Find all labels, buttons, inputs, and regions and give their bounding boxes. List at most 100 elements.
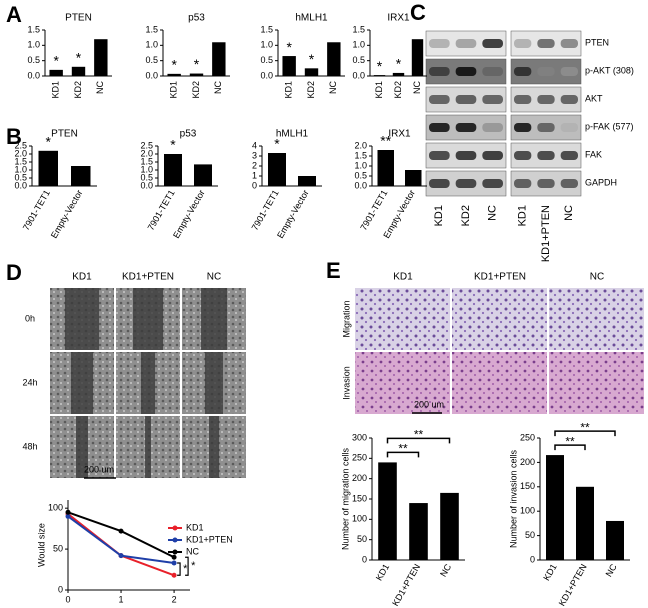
data-point xyxy=(171,560,177,566)
wound-gap xyxy=(76,416,88,478)
x-tick-label: KD1 xyxy=(284,81,294,99)
bar xyxy=(392,72,405,76)
x-tick-label: Empty-Vector xyxy=(171,188,207,240)
x-tick-label: KD2 xyxy=(306,81,316,99)
row-label: Migration xyxy=(341,300,351,337)
protein-label: GAPDH xyxy=(585,177,617,187)
y-tick-label: 0.0 xyxy=(27,70,40,80)
blot-band xyxy=(429,179,450,188)
transwell-image xyxy=(452,288,547,350)
x-tick-label: NC xyxy=(213,81,223,94)
wound-gap xyxy=(133,288,163,350)
blot-band xyxy=(455,67,477,76)
panel-label: E xyxy=(326,258,341,283)
y-tick-label: 1.0 xyxy=(140,164,153,174)
blot-band xyxy=(429,39,450,48)
blot-band xyxy=(429,67,450,76)
wound-gap xyxy=(209,416,219,478)
blot-band xyxy=(560,95,578,104)
row-label: 0h xyxy=(25,313,35,323)
bar xyxy=(212,42,226,76)
blot-band xyxy=(537,123,555,132)
y-tick-label: 200 xyxy=(352,473,367,483)
y-tick-label: 150 xyxy=(352,493,367,503)
blot-band xyxy=(455,39,477,48)
protein-label: p-FAK (577) xyxy=(585,121,634,131)
data-point xyxy=(65,509,71,515)
y-tick-label: 1.5 xyxy=(145,24,158,34)
y-tick-label: 100 xyxy=(352,514,367,524)
blot-band xyxy=(482,39,503,48)
data-point xyxy=(65,513,71,519)
data-line xyxy=(67,511,175,559)
y-tick-label: 1.5 xyxy=(27,24,40,34)
blot-band xyxy=(429,123,450,132)
y-tick-label: 2.5 xyxy=(14,140,27,150)
y-tick-label: 250 xyxy=(352,453,367,463)
significance-label: * xyxy=(194,56,200,72)
bar xyxy=(411,39,424,76)
blot-band xyxy=(482,95,503,104)
y-tick-label: 1.5 xyxy=(14,156,27,166)
x-tick-label: Empty-Vector xyxy=(275,188,311,240)
significance-label: * xyxy=(309,51,315,67)
significance-label: * xyxy=(76,50,82,66)
y-tick-label: 3 xyxy=(252,150,257,160)
wound-gap xyxy=(205,352,223,414)
blot-band xyxy=(560,123,578,132)
bar xyxy=(378,462,397,560)
y-tick-label: 50 xyxy=(357,534,367,544)
blot-band xyxy=(514,151,532,160)
bar xyxy=(268,153,286,186)
protein-label: FAK xyxy=(585,149,602,159)
y-tick-label: 0.5 xyxy=(140,172,153,182)
blot-band xyxy=(455,95,477,104)
significance-label: ** xyxy=(398,442,408,456)
x-tick-label: KD2 xyxy=(393,81,403,99)
bar xyxy=(546,455,564,560)
bar xyxy=(606,520,624,560)
panel-label: A xyxy=(6,2,22,27)
chart-title: IRX1 xyxy=(387,13,410,24)
protein-label: AKT xyxy=(585,93,603,103)
column-label: KD1+PTEN xyxy=(122,272,174,283)
blot-band xyxy=(537,151,555,160)
row-label: 24h xyxy=(22,377,37,387)
lane-label: NC xyxy=(487,205,499,221)
row-label: Invasion xyxy=(341,366,351,400)
y-tick-label: 100 xyxy=(48,503,63,513)
y-tick-label: 1.5 xyxy=(352,24,365,34)
y-tick-label: 0.5 xyxy=(260,55,273,65)
lane-label: KD1 xyxy=(433,205,445,226)
bar xyxy=(189,73,204,76)
blot-band xyxy=(560,151,578,160)
y-axis-label: Would size xyxy=(36,523,46,567)
y-tick-label: 1 xyxy=(252,170,257,180)
significance-label: * xyxy=(170,137,176,153)
significance-label: ** xyxy=(565,434,575,448)
transwell-image xyxy=(549,352,644,414)
chart-title: p53 xyxy=(180,129,197,140)
x-tick-label: KD1+PTEN xyxy=(390,562,422,608)
y-tick-label: 1.0 xyxy=(260,40,273,50)
significance-label: * xyxy=(377,58,383,74)
significance-label: * xyxy=(171,57,177,73)
bar xyxy=(38,150,58,186)
transwell-image xyxy=(355,352,450,414)
x-tick-label: KD1+PTEN xyxy=(557,562,589,608)
bar xyxy=(327,42,341,76)
significance-label: * xyxy=(53,53,59,69)
bar xyxy=(71,166,91,186)
x-tick-label: KD1 xyxy=(51,81,61,99)
y-tick-label: 1.0 xyxy=(352,40,365,50)
blot-band xyxy=(560,39,578,48)
x-tick-label: 0 xyxy=(65,594,70,604)
significance-label: * xyxy=(183,563,188,575)
panel-label: D xyxy=(6,260,22,285)
y-tick-label: 100 xyxy=(520,506,535,516)
wound-gap xyxy=(141,352,155,414)
blot-band xyxy=(537,39,555,48)
y-tick-label: 4 xyxy=(252,140,257,150)
protein-label: p-AKT (308) xyxy=(585,65,634,75)
